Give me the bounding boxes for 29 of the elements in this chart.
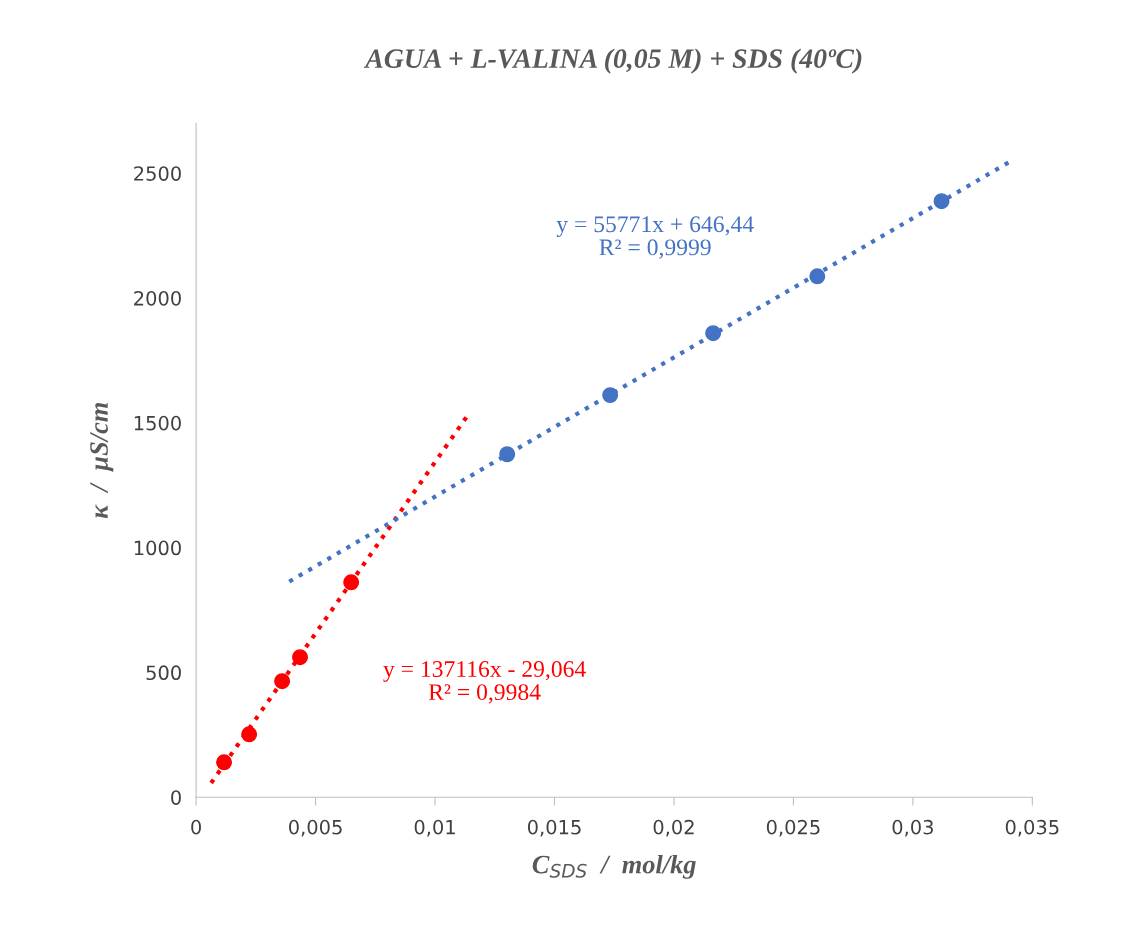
x-tick-label: 0,03 — [892, 819, 933, 837]
point — [216, 754, 233, 771]
x-tick-label: 0,005 — [289, 819, 342, 837]
x-tick-label: 0,035 — [1005, 819, 1059, 837]
point — [343, 574, 360, 591]
x-tick-label: 0,025 — [766, 819, 820, 837]
y-tick-label: 500 — [146, 665, 181, 681]
y-tick-label: 1500 — [134, 415, 181, 431]
x-tick-label: 0,02 — [653, 819, 694, 837]
x-tick-label: 0,01 — [414, 819, 455, 837]
chart-title: AGUA + L-VALINA (0,05 M) + SDS (40ºC) — [363, 48, 862, 74]
point — [602, 387, 619, 404]
point — [241, 726, 258, 743]
y-tick-label: 2000 — [134, 290, 181, 306]
point — [705, 325, 722, 342]
point — [933, 193, 950, 210]
annotation: y = 55771x + 646,44 R² = 0,9999 — [556, 216, 754, 259]
y-tick-label: 0 — [171, 790, 181, 805]
x-tick-label: 0 — [191, 819, 201, 835]
y-axis-title: κ / µS/cm — [90, 402, 114, 519]
y-tick-label: 2500 — [134, 166, 181, 181]
x-tick-label: 0,015 — [527, 819, 581, 837]
point — [499, 446, 516, 463]
point — [292, 649, 309, 666]
point — [809, 268, 826, 285]
point — [274, 673, 291, 690]
annotation: y = 137116x - 29,064 R² = 0,9984 — [383, 661, 586, 704]
x-axis-title: C$_{SDS}$ / mol/kg — [532, 854, 696, 879]
y-tick-label: 1000 — [134, 540, 181, 556]
